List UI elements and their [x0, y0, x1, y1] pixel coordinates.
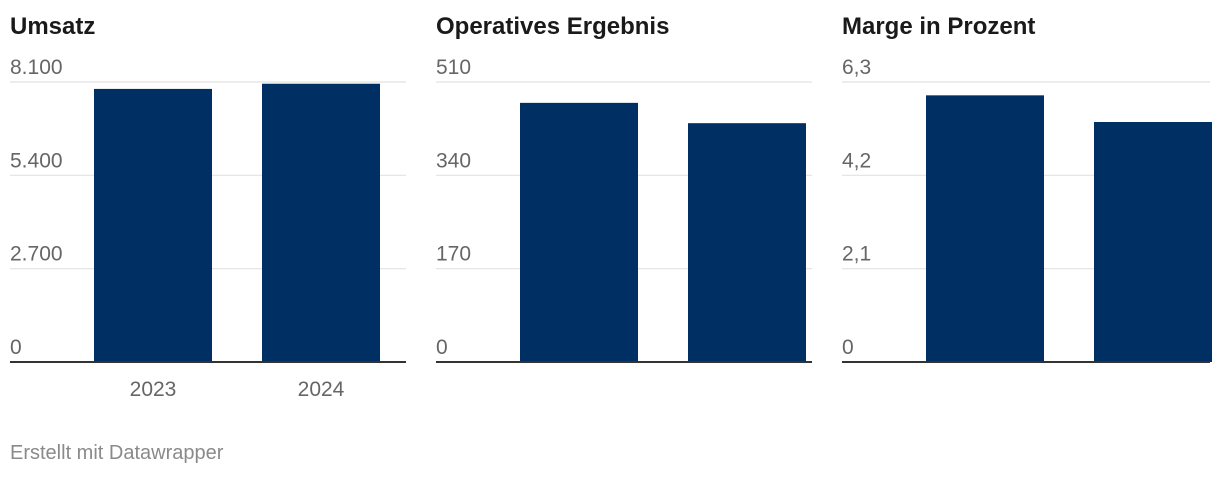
y-tick-label: 0 — [436, 336, 448, 359]
y-tick-label: 170 — [436, 243, 471, 266]
y-tick-label: 6,3 — [842, 56, 871, 79]
bar-2024 — [262, 83, 380, 362]
chart-panel-3: Marge in Prozent 0 2,1 4,2 6,3 — [842, 13, 1212, 363]
bar-2024 — [688, 123, 806, 362]
footer-credit: Erstellt mit Datawrapper — [10, 442, 224, 464]
x-tick-label: 2024 — [298, 378, 345, 401]
y-tick-label: 510 — [436, 56, 471, 79]
chart-title: Umsatz — [10, 13, 95, 40]
y-tick-label: 340 — [436, 149, 471, 172]
y-tick-label: 5.400 — [10, 149, 63, 172]
chart-panel-2: Operatives Ergebnis 0 170 340 510 — [436, 13, 812, 363]
y-tick-label: 0 — [10, 336, 22, 359]
bar-2023 — [926, 95, 1044, 362]
y-tick-label: 2.700 — [10, 243, 63, 266]
x-tick-label: 2023 — [130, 378, 177, 401]
chart-panel-1: Umsatz 0 2.700 5.400 8.100 2023 2024 — [10, 13, 406, 401]
bar-2023 — [520, 102, 638, 363]
bar-2023 — [94, 88, 212, 363]
chart-title: Marge in Prozent — [842, 13, 1035, 40]
y-tick-label: 0 — [842, 336, 854, 359]
chart-title: Operatives Ergebnis — [436, 13, 669, 40]
y-tick-label: 2,1 — [842, 243, 871, 266]
y-tick-label: 8.100 — [10, 56, 63, 79]
bar-2024 — [1094, 122, 1212, 362]
y-tick-label: 4,2 — [842, 149, 871, 172]
